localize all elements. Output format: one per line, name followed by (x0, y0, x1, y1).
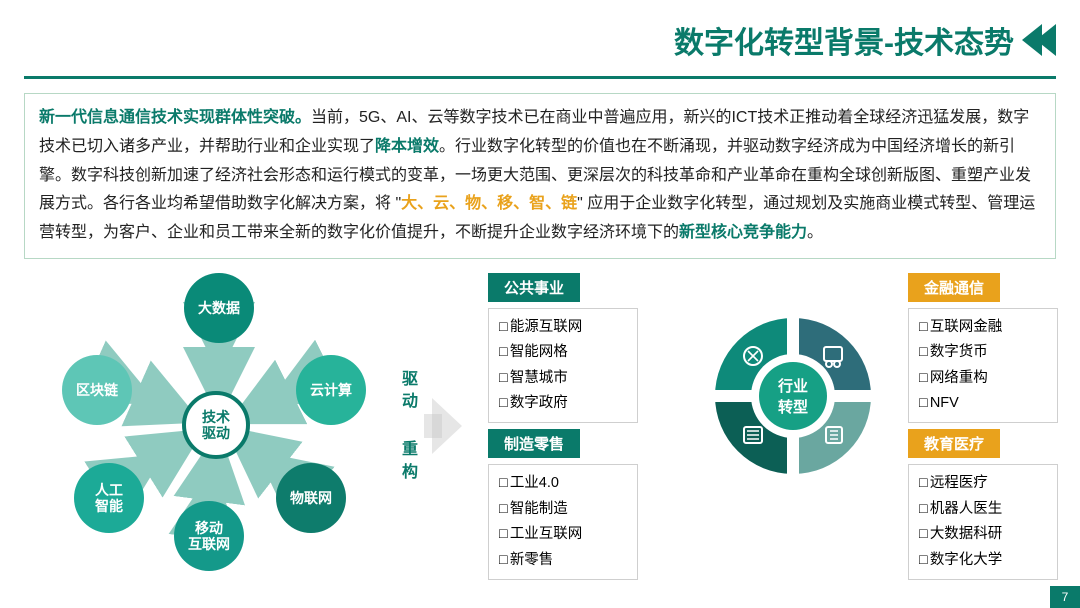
category-head: 金融通信 (908, 273, 1000, 302)
hub-node: 移动 互联网 (174, 501, 244, 571)
category-item: 智能网格 (499, 340, 627, 365)
big-arrow-icon (424, 398, 470, 454)
hub-node: 人工 智能 (74, 463, 144, 533)
donut-center-label: 行业 转型 (698, 301, 888, 491)
category-group: 公共事业能源互联网智能网格智慧城市数字政府 (488, 273, 638, 424)
category-body: 工业4.0智能制造工业互联网新零售 (488, 464, 638, 580)
em-3: 新型核心竞争能力 (679, 224, 807, 241)
category-item: 数字政府 (499, 391, 627, 416)
hub-center-label: 技术 驱动 (202, 409, 230, 441)
category-col-right: 金融通信互联网金融数字货币网络重构NFV教育医疗远程医疗机器人医生大数据科研数字… (908, 273, 1058, 580)
intro-paragraph: 新一代信息通信技术实现群体性突破。当前，5G、AI、云等数字技术已在商业中普遍应… (24, 93, 1056, 259)
header-rule (24, 76, 1056, 79)
category-item: 新零售 (499, 548, 627, 573)
category-item: 工业4.0 (499, 471, 627, 496)
category-item: 远程医疗 (919, 471, 1047, 496)
category-body: 能源互联网智能网格智慧城市数字政府 (488, 308, 638, 424)
category-col-left: 公共事业能源互联网智能网格智慧城市数字政府制造零售工业4.0智能制造工业互联网新… (488, 273, 638, 580)
hub-center: 技术 驱动 (182, 391, 250, 459)
category-item: 智慧城市 (499, 366, 627, 391)
em-1: 降本增效 (375, 138, 439, 155)
category-item: 智能制造 (499, 497, 627, 522)
hub-node: 物联网 (276, 463, 346, 533)
mid-label-1: 驱 动 (402, 369, 418, 414)
mid-label-2: 重 构 (402, 439, 418, 484)
category-body: 远程医疗机器人医生大数据科研数字化大学 (908, 464, 1058, 580)
category-item: 互联网金融 (919, 315, 1047, 340)
em-2: 大、云、物、移、智、链 (401, 195, 577, 212)
slide-title: 数字化转型背景-技术态势 (674, 18, 1014, 62)
category-item: 工业互联网 (499, 522, 627, 547)
category-group: 教育医疗远程医疗机器人医生大数据科研数字化大学 (908, 429, 1058, 580)
tech-hub-diagram: 技术 驱动 大数据云计算物联网移动 互联网人工 智能区块链 (24, 273, 384, 563)
page-number: 7 (1050, 586, 1080, 608)
chevron-decor (1028, 24, 1056, 56)
category-head: 制造零售 (488, 429, 580, 458)
category-head: 公共事业 (488, 273, 580, 302)
category-item: 机器人医生 (919, 497, 1047, 522)
category-item: 网络重构 (919, 366, 1047, 391)
body-4: 。 (807, 224, 823, 241)
category-item: 数字化大学 (919, 548, 1047, 573)
content-row: 技术 驱动 大数据云计算物联网移动 互联网人工 智能 区块链 驱 动 重 构 公共… (0, 273, 1080, 580)
hub-node: 云计算 (296, 355, 366, 425)
lead-emphasis: 新一代信息通信技术实现群体性突破。 (39, 109, 311, 126)
category-item: 能源互联网 (499, 315, 627, 340)
category-body: 互联网金融数字货币网络重构NFV (908, 308, 1058, 424)
page-number-text: 7 (1062, 590, 1069, 604)
hub-node: 区块链 (62, 355, 132, 425)
category-group: 制造零售工业4.0智能制造工业互联网新零售 (488, 429, 638, 580)
category-item: NFV (919, 391, 1047, 416)
category-item: 数字货币 (919, 340, 1047, 365)
category-head: 教育医疗 (908, 429, 1000, 458)
slide-header: 数字化转型背景-技术态势 (0, 0, 1080, 70)
category-item: 大数据科研 (919, 522, 1047, 547)
industry-donut: 行业 转型 (698, 301, 888, 491)
category-group: 金融通信互联网金融数字货币网络重构NFV (908, 273, 1058, 424)
categories-area: 公共事业能源互联网智能网格智慧城市数字政府制造零售工业4.0智能制造工业互联网新… (488, 273, 1058, 580)
mid-connector: 驱 动 重 构 (402, 273, 470, 580)
hub-node: 大数据 (184, 273, 254, 343)
